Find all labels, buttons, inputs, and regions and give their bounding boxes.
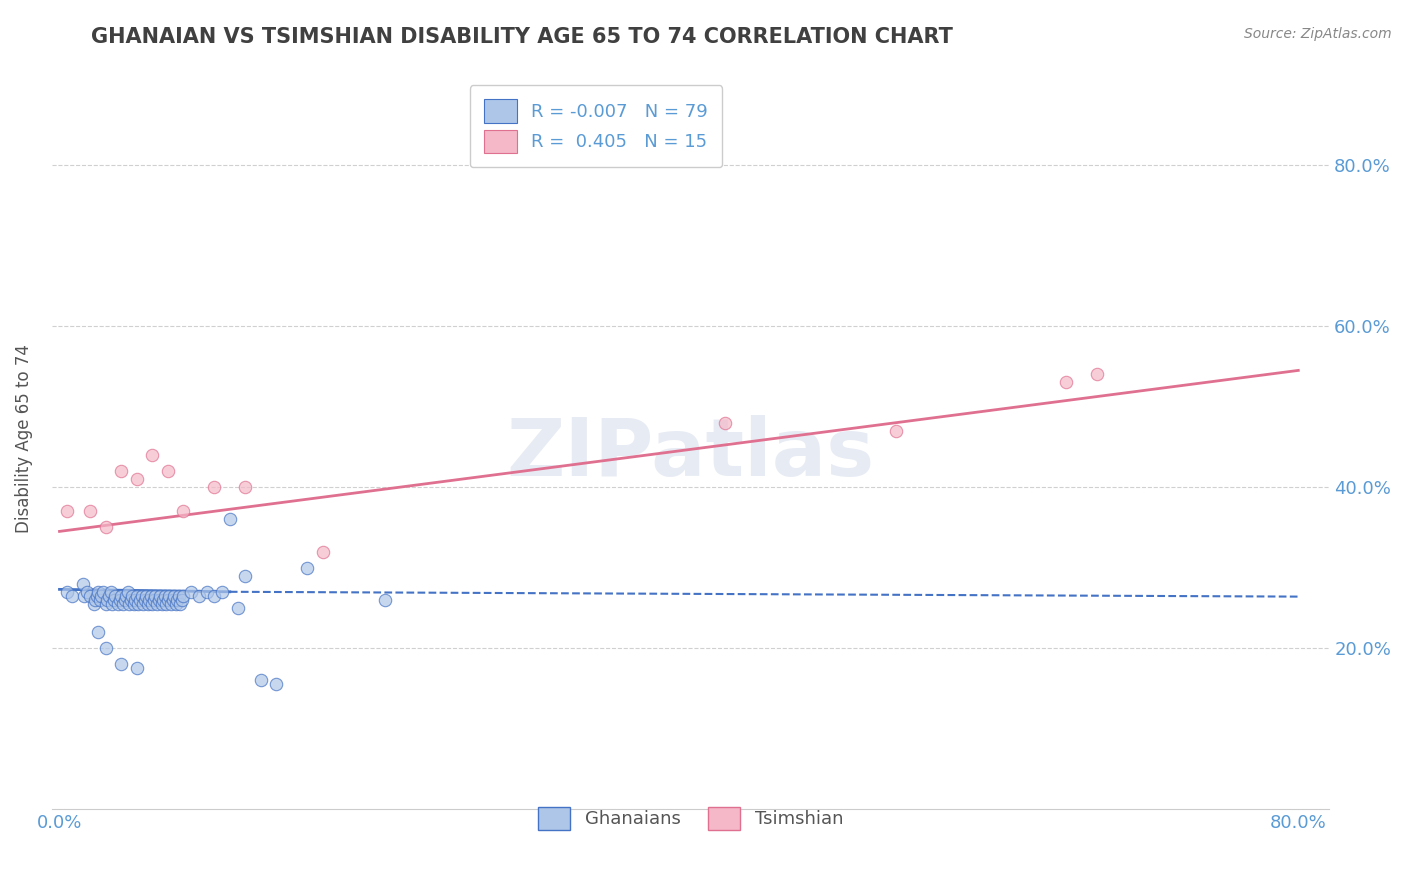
Point	[135, 589, 157, 603]
Point	[141, 597, 163, 611]
Point	[165, 597, 187, 611]
Point	[125, 589, 148, 603]
Point	[101, 597, 124, 611]
Legend: Ghanaians, Tsimshian: Ghanaians, Tsimshian	[523, 792, 858, 845]
Point	[87, 625, 110, 640]
Point	[76, 584, 98, 599]
Point	[121, 589, 143, 603]
Point	[136, 597, 159, 611]
Point	[111, 597, 134, 611]
Point	[166, 592, 188, 607]
Point	[150, 597, 173, 611]
Point	[202, 480, 225, 494]
Point	[266, 677, 288, 691]
Point	[167, 589, 190, 603]
Point	[170, 592, 193, 607]
Point	[125, 472, 148, 486]
Point	[120, 592, 142, 607]
Point	[249, 673, 271, 688]
Point	[155, 597, 177, 611]
Point	[153, 589, 176, 603]
Point	[159, 589, 181, 603]
Point	[211, 584, 233, 599]
Point	[79, 504, 101, 518]
Point	[83, 597, 105, 611]
Point	[156, 464, 179, 478]
Point	[138, 592, 160, 607]
Point	[90, 589, 112, 603]
Point	[110, 589, 132, 603]
Text: Source: ZipAtlas.com: Source: ZipAtlas.com	[1244, 27, 1392, 41]
Point	[156, 592, 179, 607]
Point	[163, 589, 186, 603]
Point	[152, 592, 174, 607]
Point	[172, 504, 194, 518]
Point	[114, 592, 136, 607]
Point	[127, 597, 149, 611]
Point	[91, 584, 114, 599]
Point	[142, 592, 165, 607]
Point	[141, 448, 163, 462]
Text: ZIPatlas: ZIPatlas	[506, 415, 875, 492]
Point	[139, 589, 162, 603]
Point	[1085, 368, 1108, 382]
Point	[98, 589, 121, 603]
Point	[110, 464, 132, 478]
Y-axis label: Disability Age 65 to 74: Disability Age 65 to 74	[15, 344, 32, 533]
Point	[233, 568, 256, 582]
Point	[125, 661, 148, 675]
Point	[117, 584, 139, 599]
Point	[115, 589, 138, 603]
Point	[195, 584, 218, 599]
Point	[73, 589, 96, 603]
Point	[56, 584, 79, 599]
Point	[218, 512, 240, 526]
Point	[233, 480, 256, 494]
Point	[84, 592, 107, 607]
Point	[129, 592, 152, 607]
Point	[104, 589, 127, 603]
Point	[162, 592, 184, 607]
Point	[169, 597, 191, 611]
Point	[149, 589, 172, 603]
Text: GHANAIAN VS TSIMSHIAN DISABILITY AGE 65 TO 74 CORRELATION CHART: GHANAIAN VS TSIMSHIAN DISABILITY AGE 65 …	[91, 27, 953, 46]
Point	[312, 544, 335, 558]
Point	[107, 597, 129, 611]
Point	[60, 589, 83, 603]
Point	[146, 597, 169, 611]
Point	[714, 416, 737, 430]
Point	[180, 584, 202, 599]
Point	[79, 589, 101, 603]
Point	[160, 597, 183, 611]
Point	[89, 592, 111, 607]
Point	[94, 641, 117, 656]
Point	[374, 592, 396, 607]
Point	[134, 592, 156, 607]
Point	[884, 424, 907, 438]
Point	[100, 584, 122, 599]
Point	[87, 584, 110, 599]
Point	[108, 592, 131, 607]
Point	[145, 589, 167, 603]
Point	[226, 600, 249, 615]
Point	[172, 589, 194, 603]
Point	[131, 589, 153, 603]
Point	[56, 504, 79, 518]
Point	[72, 576, 94, 591]
Point	[132, 597, 155, 611]
Point	[124, 592, 146, 607]
Point	[202, 589, 225, 603]
Point	[94, 520, 117, 534]
Point	[148, 592, 170, 607]
Point	[86, 589, 108, 603]
Point	[103, 592, 125, 607]
Point	[110, 657, 132, 672]
Point	[96, 592, 118, 607]
Point	[94, 597, 117, 611]
Point	[1054, 376, 1077, 390]
Point	[297, 560, 319, 574]
Point	[122, 597, 145, 611]
Point	[118, 597, 141, 611]
Point	[187, 589, 209, 603]
